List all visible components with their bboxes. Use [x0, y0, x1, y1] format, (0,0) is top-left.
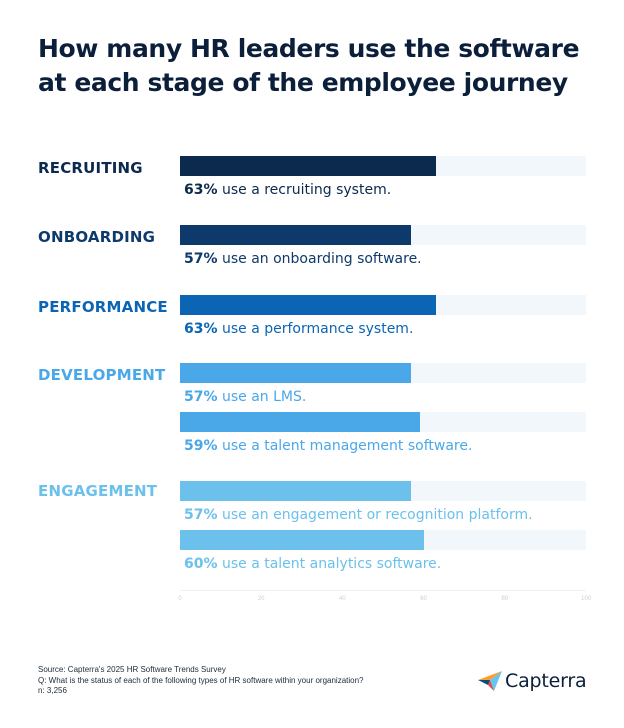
bar-data-label: 57% use an engagement or recognition pla…: [184, 507, 533, 523]
chart-title-line-2: at each stage of the employee journey: [38, 68, 568, 97]
x-tick-label: 20: [257, 596, 265, 602]
chart-footer: Source: Capterra's 2025 HR Software Tren…: [38, 665, 364, 697]
bar-engagement-2: [180, 530, 424, 550]
bar-track: [180, 412, 586, 432]
x-tick-label: 40: [339, 596, 346, 602]
percent-value: 63%: [184, 321, 218, 337]
bar-development-2: [180, 412, 420, 432]
percent-value: 59%: [184, 438, 218, 454]
capterra-logo: Capterra: [478, 670, 587, 692]
x-tick-label: 80: [501, 596, 509, 602]
usage-text: use a performance system.: [217, 321, 414, 337]
percent-value: 63%: [184, 182, 218, 198]
sample-size: n: 3,256: [38, 686, 67, 695]
percent-value: 57%: [184, 389, 218, 405]
bar-track: [180, 156, 586, 176]
percent-value: 57%: [184, 507, 218, 523]
percent-value: 57%: [184, 251, 218, 267]
usage-text: use an engagement or recognition platfor…: [217, 507, 533, 523]
category-label-development: DEVELOPMENT: [38, 366, 166, 384]
bar-data-label: 59% use a talent management software.: [184, 438, 472, 454]
bar-development-1: [180, 363, 412, 383]
bar-data-label: 57% use an LMS.: [184, 389, 306, 405]
source-note: Source: Capterra's 2025 HR Software Tren…: [38, 665, 226, 674]
capterra-wordmark: Capterra: [505, 670, 587, 692]
bar-data-label: 63% use a recruiting system.: [184, 182, 391, 198]
category-label-onboarding: ONBOARDING: [38, 228, 156, 246]
category-label-recruiting: RECRUITING: [38, 159, 143, 177]
capterra-logo-icon: [478, 671, 502, 691]
bar-track: [180, 530, 586, 550]
category-label-performance: PERFORMANCE: [38, 298, 168, 316]
usage-text: use a talent analytics software.: [217, 556, 442, 572]
x-tick-label: 60: [420, 596, 427, 602]
bar-performance-1: [180, 295, 436, 315]
bar-track: [180, 295, 586, 315]
usage-text: use a recruiting system.: [217, 182, 392, 198]
bar-data-label: 63% use a performance system.: [184, 321, 413, 337]
bar-track: [180, 225, 586, 245]
usage-text: use an LMS.: [217, 389, 307, 405]
percent-value: 60%: [184, 556, 218, 572]
bar-track: [180, 363, 586, 383]
bar-engagement-1: [180, 481, 412, 501]
bar-data-label: 60% use a talent analytics software.: [184, 556, 441, 572]
x-tick-label: 100: [580, 596, 592, 602]
chart-title: How many HR leaders use the software at …: [38, 32, 598, 100]
usage-text: use an onboarding software.: [217, 251, 422, 267]
chart-title-line-1: How many HR leaders use the software: [38, 34, 580, 63]
bar-recruiting-1: [180, 156, 436, 176]
bar-data-label: 57% use an onboarding software.: [184, 251, 422, 267]
bar-track: [180, 481, 586, 501]
usage-text: use a talent management software.: [217, 438, 473, 454]
bar-onboarding-1: [180, 225, 412, 245]
x-axis-line: [180, 590, 586, 591]
x-tick-label: 0: [178, 596, 182, 602]
category-label-engagement: ENGAGEMENT: [38, 482, 158, 500]
survey-question: Q: What is the status of each of the fol…: [38, 675, 364, 685]
